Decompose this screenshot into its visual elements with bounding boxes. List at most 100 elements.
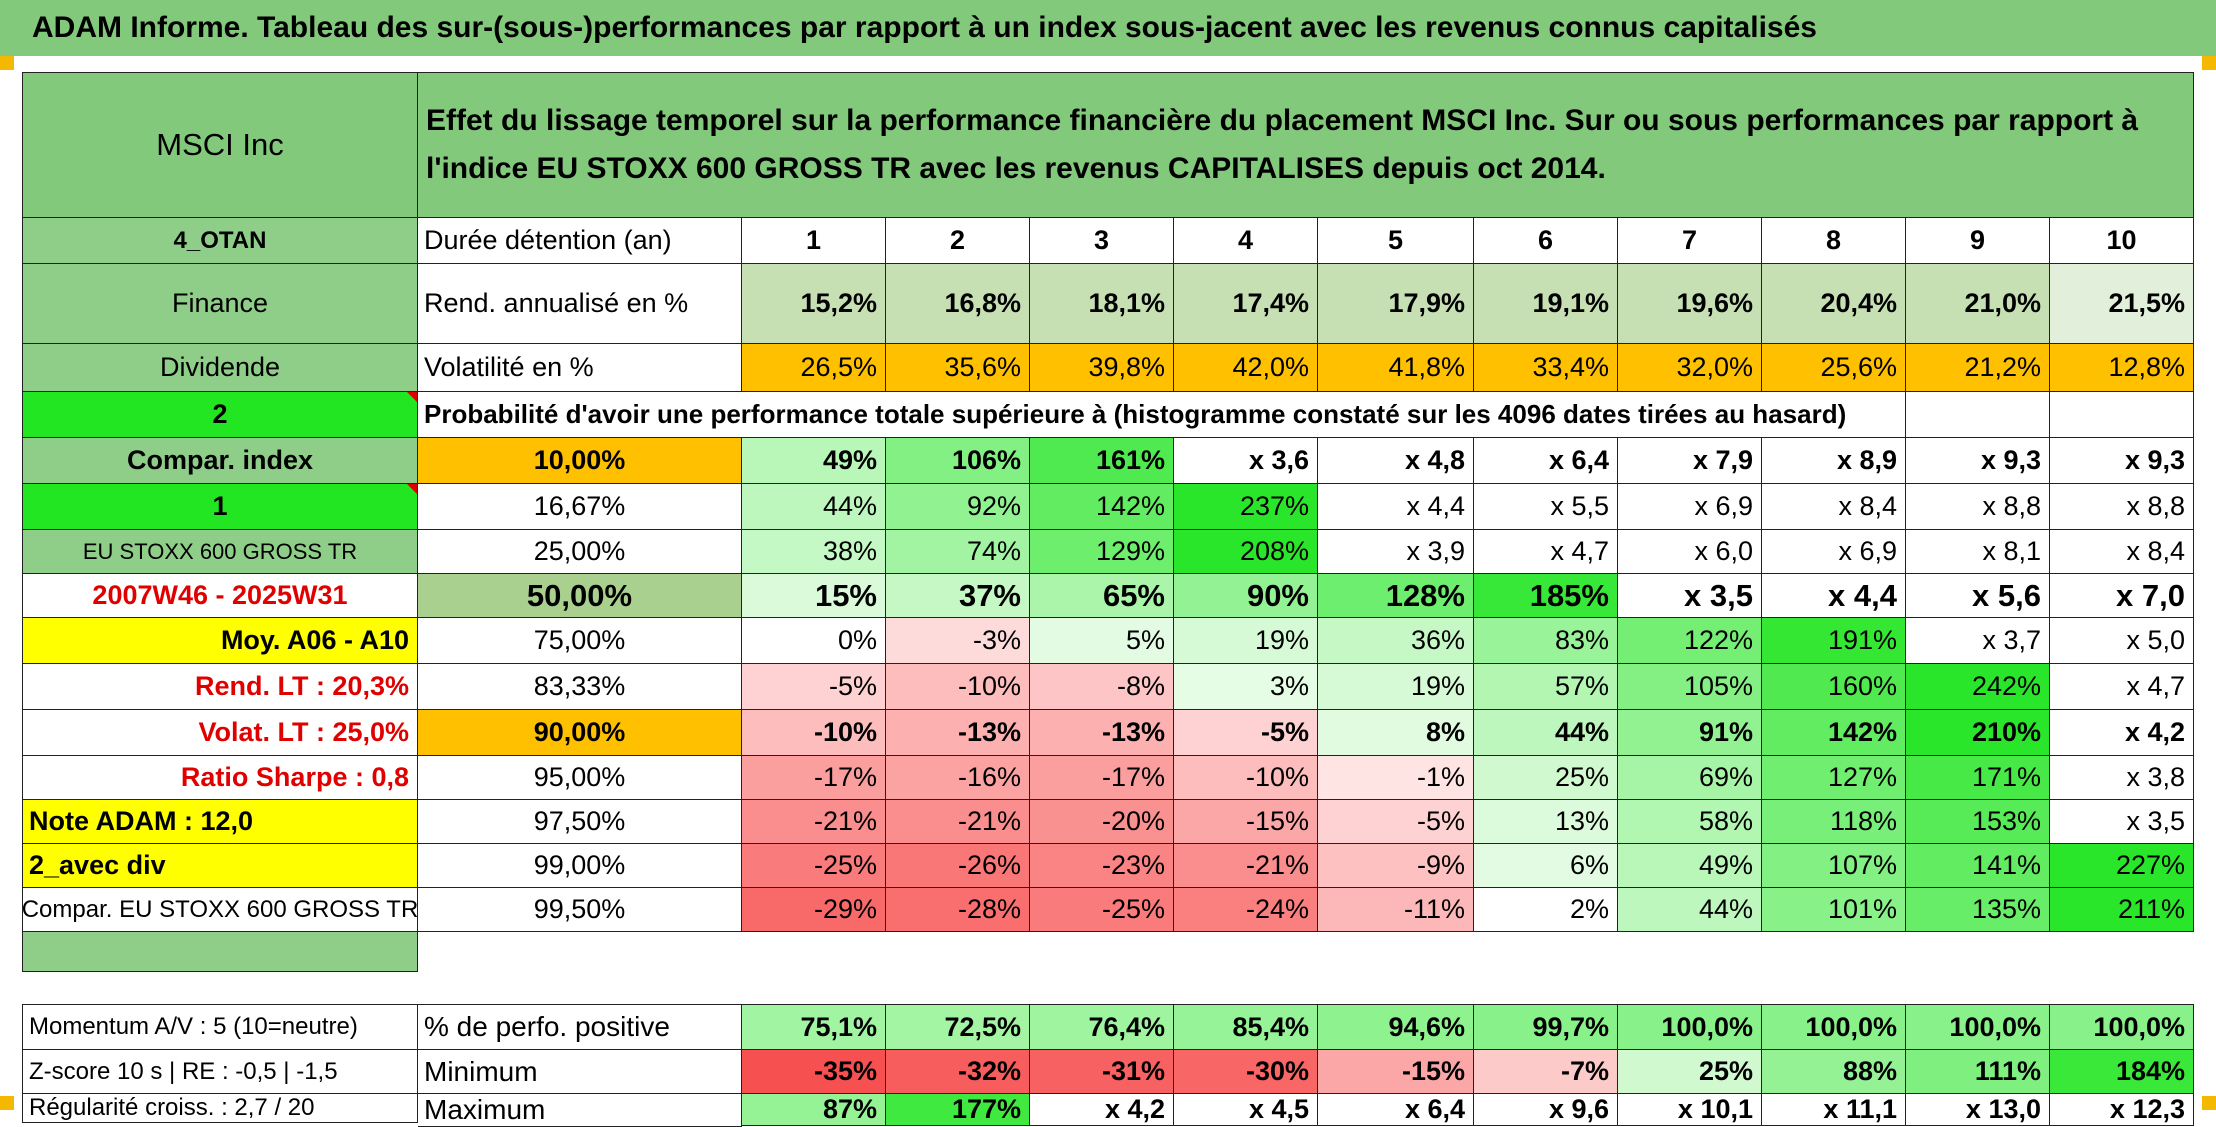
performance-cell: x 5,6: [1906, 574, 2050, 618]
performance-cell: 127%: [1762, 756, 1906, 800]
left-label-dividend: Dividende: [22, 344, 418, 392]
performance-cell: 107%: [1762, 844, 1906, 888]
performance-cell: -28%: [886, 888, 1030, 932]
left-label: Note ADAM : 12,0: [22, 800, 418, 844]
bottom-stat-label: Minimum: [418, 1050, 742, 1094]
performance-cell: -5%: [1318, 800, 1474, 844]
performance-cell: x 4,2: [2050, 710, 2194, 756]
bottom-stat-value: 94,6%: [1318, 1004, 1474, 1050]
bottom-stat-value: 100,0%: [1762, 1004, 1906, 1050]
left-label-industry: Finance: [22, 264, 418, 344]
left-label: Volat. LT : 25,0%: [22, 710, 418, 756]
performance-cell: 118%: [1762, 800, 1906, 844]
performance-cell: -13%: [1030, 710, 1174, 756]
comment-marker: [407, 484, 417, 494]
probability-threshold: 95,00%: [418, 756, 742, 800]
separator-cell: [22, 932, 418, 972]
performance-cell: x 8,8: [2050, 484, 2194, 530]
performance-cell: 3%: [1174, 664, 1318, 710]
performance-cell: -5%: [742, 664, 886, 710]
performance-cell: 185%: [1474, 574, 1618, 618]
performance-cell: 142%: [1030, 484, 1174, 530]
bottom-left-label: Z-score 10 s | RE : -0,5 | -1,5: [22, 1050, 418, 1094]
annualized-return-value: 18,1%: [1030, 264, 1174, 344]
bottom-stat-value: 100,0%: [2050, 1004, 2194, 1050]
performance-cell: -17%: [1030, 756, 1174, 800]
holding-year-header: 4: [1174, 218, 1318, 264]
bottom-stat-value: -30%: [1174, 1050, 1318, 1094]
bottom-stat-value: 87%: [742, 1094, 886, 1126]
probability-threshold: 10,00%: [418, 438, 742, 484]
volatility-value: 41,8%: [1318, 344, 1474, 392]
bottom-stat-value: -32%: [886, 1050, 1030, 1094]
left-label: Compar. index: [22, 438, 418, 484]
annualized-return-value: 21,5%: [2050, 264, 2194, 344]
bottom-stat-value: x 13,0: [1906, 1094, 2050, 1126]
performance-cell: 105%: [1618, 664, 1762, 710]
performance-cell: x 3,5: [1618, 574, 1762, 618]
volatility-value: 26,5%: [742, 344, 886, 392]
performance-cell: 242%: [1906, 664, 2050, 710]
performance-cell: x 6,9: [1762, 530, 1906, 574]
bottom-stat-value: 99,7%: [1474, 1004, 1618, 1050]
performance-cell: 13%: [1474, 800, 1618, 844]
frame-corner-marker: [2202, 1096, 2216, 1110]
holding-duration-label: Durée détention (an): [418, 218, 742, 264]
performance-cell: -10%: [742, 710, 886, 756]
holding-year-header: 6: [1474, 218, 1618, 264]
performance-cell: -10%: [1174, 756, 1318, 800]
performance-cell: 36%: [1318, 618, 1474, 664]
performance-cell: -17%: [742, 756, 886, 800]
probability-threshold: 16,67%: [418, 484, 742, 530]
performance-cell: -24%: [1174, 888, 1318, 932]
performance-cell: 153%: [1906, 800, 2050, 844]
probability-threshold: 90,00%: [418, 710, 742, 756]
performance-cell: 83%: [1474, 618, 1618, 664]
bottom-stat-value: -35%: [742, 1050, 886, 1094]
performance-cell: 171%: [1906, 756, 2050, 800]
bottom-stat-value: x 4,2: [1030, 1094, 1174, 1126]
holding-year-header: 9: [1906, 218, 2050, 264]
performance-cell: 106%: [886, 438, 1030, 484]
bottom-left-label: Momentum A/V : 5 (10=neutre): [22, 1004, 418, 1050]
holding-year-header: 2: [886, 218, 1030, 264]
performance-cell: x 3,9: [1318, 530, 1474, 574]
performance-cell: x 7,0: [2050, 574, 2194, 618]
left-label-sector: 4_OTAN: [22, 218, 418, 264]
performance-cell: x 3,6: [1174, 438, 1318, 484]
annualized-return-value: 17,4%: [1174, 264, 1318, 344]
performance-cell: 69%: [1618, 756, 1762, 800]
bottom-stat-value: x 12,3: [2050, 1094, 2194, 1126]
performance-cell: 92%: [886, 484, 1030, 530]
performance-cell: 38%: [742, 530, 886, 574]
bottom-stat-value: 177%: [886, 1094, 1030, 1126]
performance-cell: -23%: [1030, 844, 1174, 888]
annualized-return-value: 19,6%: [1618, 264, 1762, 344]
performance-cell: 19%: [1174, 618, 1318, 664]
performance-cell: x 4,7: [2050, 664, 2194, 710]
volatility-value: 25,6%: [1762, 344, 1906, 392]
performance-cell: x 4,4: [1762, 574, 1906, 618]
frame-corner-marker: [0, 1096, 14, 1110]
performance-cell: x 8,1: [1906, 530, 2050, 574]
bottom-stat-value: 100,0%: [1906, 1004, 2050, 1050]
performance-cell: 141%: [1906, 844, 2050, 888]
performance-cell: -21%: [1174, 844, 1318, 888]
performance-cell: -20%: [1030, 800, 1174, 844]
bottom-stat-value: 75,1%: [742, 1004, 886, 1050]
performance-cell: -8%: [1030, 664, 1174, 710]
left-label: Compar. EU STOXX 600 GROSS TR: [22, 888, 418, 932]
performance-cell: x 3,7: [1906, 618, 2050, 664]
performance-cell: 161%: [1030, 438, 1174, 484]
volatility-value: 32,0%: [1618, 344, 1762, 392]
performance-cell: 211%: [2050, 888, 2194, 932]
bottom-stat-value: x 4,5: [1174, 1094, 1318, 1126]
performance-cell: 58%: [1618, 800, 1762, 844]
performance-cell: -21%: [886, 800, 1030, 844]
asset-name: MSCI Inc: [22, 72, 418, 218]
performance-cell: x 6,9: [1618, 484, 1762, 530]
performance-cell: -15%: [1174, 800, 1318, 844]
performance-cell: x 3,8: [2050, 756, 2194, 800]
performance-cell: 142%: [1762, 710, 1906, 756]
